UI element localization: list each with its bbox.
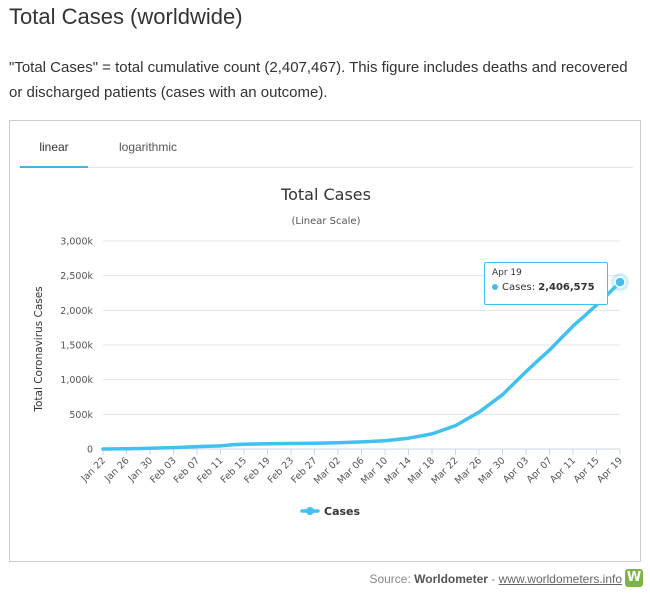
source-separator: - bbox=[491, 572, 496, 586]
chart-subtitle: (Linear Scale) bbox=[292, 216, 361, 227]
tab-linear[interactable]: linear bbox=[20, 121, 88, 168]
y-tick-label: 1,000k bbox=[60, 375, 93, 386]
tooltip: Apr 19 Cases: 2,406,575 bbox=[484, 262, 608, 305]
tooltip-row: Cases: 2,406,575 bbox=[492, 282, 600, 293]
page-title: Total Cases (worldwide) bbox=[9, 4, 243, 29]
source-credit: Source: Worldometer - www.worldometers.i… bbox=[369, 572, 622, 586]
source-prefix: Source: bbox=[369, 572, 411, 586]
worldometer-logo-icon: W bbox=[625, 569, 643, 587]
data-point-marker bbox=[614, 276, 626, 288]
series-line bbox=[101, 280, 622, 451]
tooltip-series-dot bbox=[492, 284, 498, 290]
x-tick-label: Jan 22 bbox=[79, 455, 109, 485]
y-axis-ticks: 0 500k 1,000k 1,500k 2,000k 2,500k 3,000k bbox=[60, 237, 93, 456]
y-tick-label: 500k bbox=[69, 410, 93, 421]
y-tick-label: 2,500k bbox=[60, 271, 93, 282]
series-cases bbox=[101, 273, 629, 451]
legend-label: Cases bbox=[324, 505, 361, 518]
y-tick-label: 2,000k bbox=[60, 306, 93, 317]
x-tick-label: Apr 19 bbox=[595, 455, 625, 485]
source-link[interactable]: www.worldometers.info bbox=[498, 572, 622, 586]
legend[interactable]: Cases bbox=[300, 505, 361, 518]
x-tick-label: Mar 30 bbox=[476, 455, 507, 486]
chart-card: linear logarithmic Total Cases (Linear S… bbox=[9, 120, 641, 562]
source-brand: Worldometer bbox=[414, 572, 488, 586]
y-tick-label: 1,500k bbox=[60, 341, 93, 352]
y-tick-label: 3,000k bbox=[60, 237, 93, 248]
tab-logarithmic[interactable]: logarithmic bbox=[118, 140, 178, 154]
tooltip-date: Apr 19 bbox=[492, 268, 522, 278]
line-chart: Total Cases (Linear Scale) Total Coronav… bbox=[33, 185, 629, 518]
y-axis-label: Total Coronavirus Cases bbox=[33, 286, 45, 412]
legend-marker bbox=[306, 507, 314, 515]
y-tick-label: 0 bbox=[87, 445, 93, 456]
x-tick-label: Jan 26 bbox=[102, 455, 132, 485]
tooltip-series-name: Cases bbox=[502, 282, 532, 293]
tooltip-value: 2,406,575 bbox=[538, 282, 595, 293]
scale-tabs: linear logarithmic bbox=[18, 121, 633, 168]
chart-title: Total Cases bbox=[280, 185, 371, 204]
page-description: "Total Cases" = total cumulative count (… bbox=[9, 59, 628, 101]
